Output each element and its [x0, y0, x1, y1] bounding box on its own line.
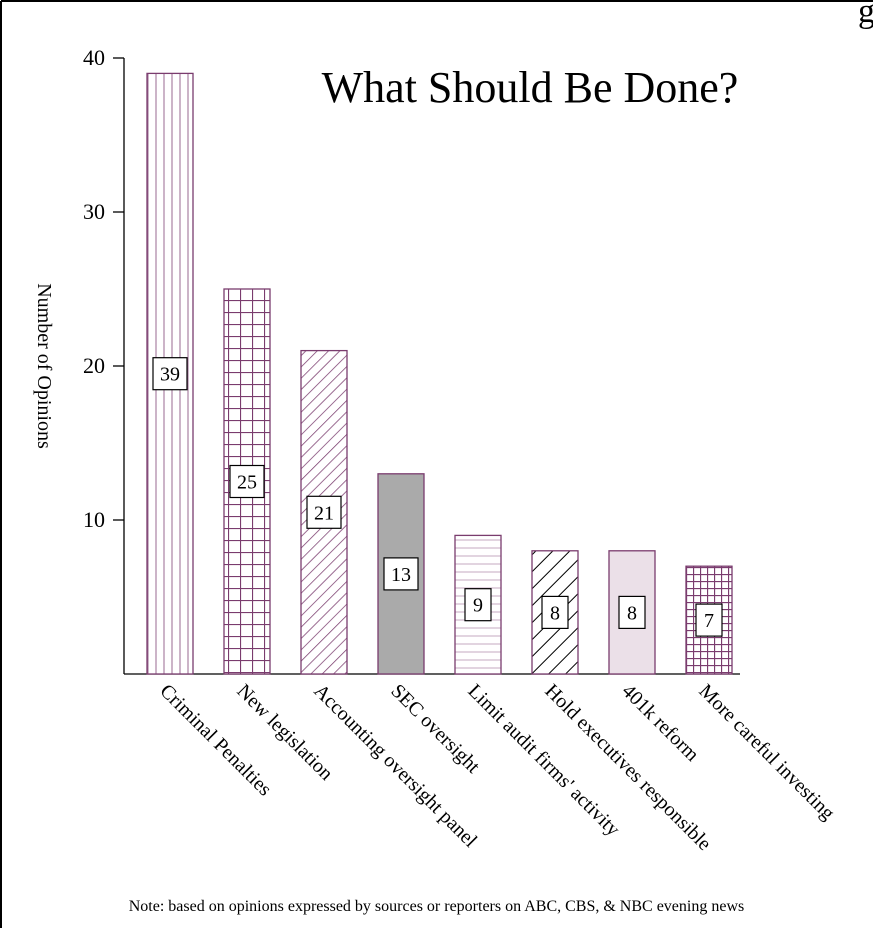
footnote: Note: based on opinions expressed by sou…: [128, 898, 745, 915]
data-label: 8: [550, 602, 560, 624]
data-label-box: [152, 357, 188, 391]
data-label: 39: [160, 364, 180, 386]
data-label: 25: [237, 472, 257, 494]
data-label: 9: [473, 595, 483, 617]
data-label-box: [464, 588, 492, 622]
data-label-box: [383, 557, 419, 591]
data-label-box: [306, 495, 342, 529]
data-label: 13: [391, 564, 411, 586]
y-tick-label: 40: [83, 45, 105, 70]
corner-fragment-text: g: [858, 0, 873, 30]
data-label-box: [229, 464, 265, 499]
data-label: 21: [314, 502, 334, 524]
data-label-box: [695, 603, 723, 637]
y-tick-label: 30: [83, 199, 105, 224]
x-tick-label: Limit audit firms' activity: [463, 680, 624, 841]
data-label-box: [541, 595, 569, 630]
y-tick-label: 20: [83, 353, 105, 378]
y-tick-label: 10: [83, 507, 105, 532]
bars-group: 39 25 21 13 9 8 8 7: [146, 72, 733, 675]
y-axis-label: Number of Opinions: [33, 283, 55, 449]
data-label-box: [618, 595, 646, 630]
x-tick-label: More careful investing: [694, 680, 838, 824]
chart-title: What Should Be Done?: [322, 63, 739, 112]
data-label: 8: [627, 602, 637, 624]
data-label: 7: [704, 610, 714, 632]
y-axis-ticks: 10 20 30 40: [83, 45, 124, 532]
